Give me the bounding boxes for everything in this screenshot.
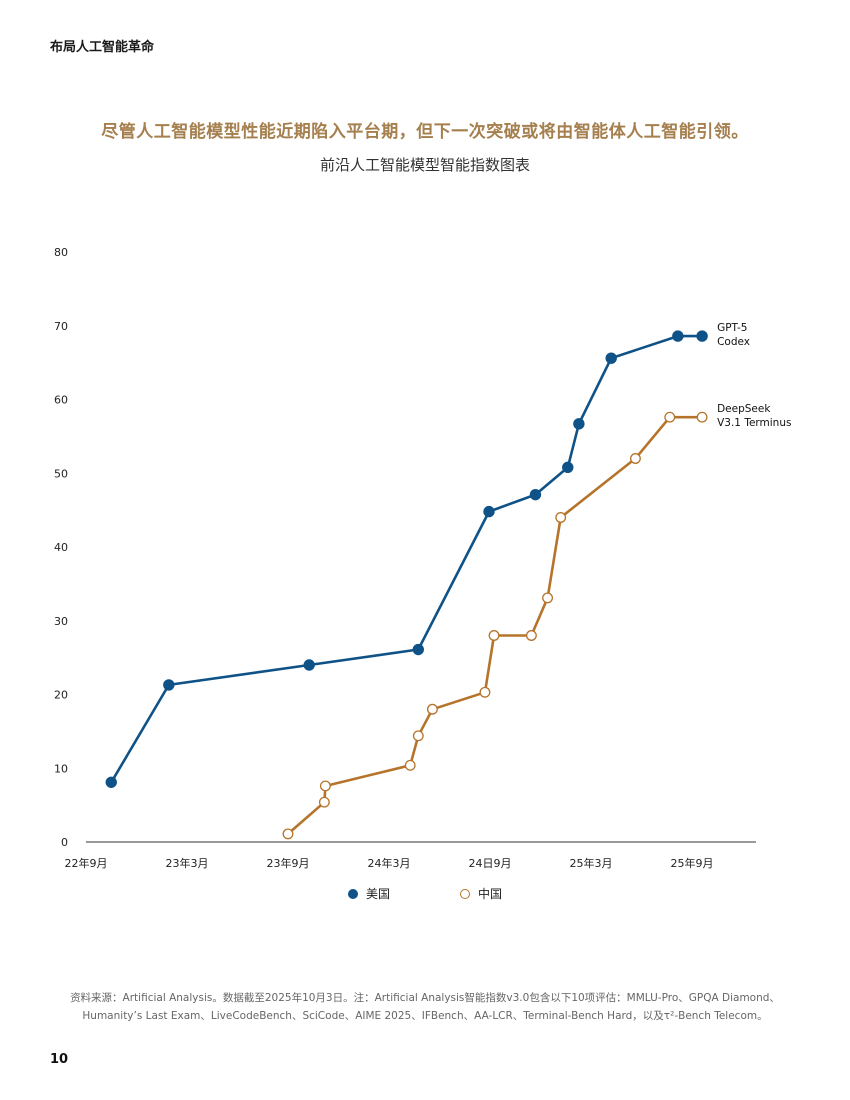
- series-end-label: GPT-5: [717, 322, 747, 334]
- data-point: [696, 411, 708, 423]
- data-point: [562, 461, 574, 474]
- x-tick-label: 24年3月: [368, 856, 411, 870]
- data-point: [412, 730, 424, 742]
- series-lines: [110, 334, 703, 835]
- data-point: [105, 776, 117, 788]
- data-point: [629, 453, 641, 464]
- headline: 尽管人工智能模型性能近期陷入平台期，但下一次突破或将由智能体人工智能引领。: [101, 122, 749, 142]
- series-end-label: V3.1 Terminus: [717, 417, 791, 429]
- data-point: [573, 418, 585, 430]
- data-point: [426, 703, 438, 715]
- legend-label-cn: 中国: [478, 887, 503, 901]
- y-tick-label: 60: [54, 394, 68, 407]
- x-tick-label: 22年9月: [65, 856, 108, 870]
- line-chart: 0 10 20 30 40 50 60 70 80 22年9月 23年3月 23年9月 24年3月 24…: [54, 246, 791, 870]
- legend-item-cn: 中国: [460, 885, 502, 902]
- y-tick-label: 70: [54, 320, 68, 333]
- y-tick-label: 50: [54, 467, 68, 480]
- legend-swatch-us: [347, 888, 358, 899]
- data-point: [479, 686, 491, 698]
- y-tick-label: 80: [54, 246, 68, 259]
- legend-item-us: 美国: [347, 885, 390, 902]
- x-axis-ticks: 22年9月 23年3月 23年9月 24年3月 24日9月 25年3月 25年9月: [65, 856, 714, 870]
- source-note-line: 资料来源：Artificial Analysis。数据截至2025年10月3日。…: [70, 992, 780, 1004]
- data-point: [483, 505, 495, 518]
- data-point: [605, 352, 617, 364]
- series-points: [105, 330, 708, 840]
- data-point: [282, 828, 294, 840]
- data-point: [542, 592, 554, 604]
- x-tick-label: 23年3月: [166, 856, 209, 870]
- data-point: [525, 630, 537, 641]
- x-tick-label: 23年9月: [267, 856, 310, 870]
- series-end-label: DeepSeek: [717, 403, 771, 415]
- source-note-line: Humanity’s Last Exam、LiveCodeBench、SciCo…: [82, 1010, 768, 1022]
- data-point: [555, 512, 567, 523]
- data-point: [319, 780, 331, 792]
- y-axis-ticks: 0 10 20 30 40 50 60 70 80: [54, 246, 68, 849]
- x-tick-label: 24日9月: [469, 857, 512, 870]
- y-tick-label: 0: [61, 836, 68, 849]
- legend: 美国 中国: [0, 885, 850, 902]
- data-point: [664, 411, 676, 423]
- data-point: [696, 330, 708, 342]
- data-point: [672, 330, 684, 342]
- legend-swatch-cn: [460, 888, 470, 899]
- page-header-title: 布局人工智能革命: [50, 40, 155, 55]
- source-note: 资料来源：Artificial Analysis。数据截至2025年10月3日。…: [40, 989, 810, 1025]
- series-end-label: Codex: [717, 336, 750, 348]
- y-tick-label: 10: [54, 762, 68, 775]
- series-line: [287, 415, 703, 835]
- y-tick-label: 40: [54, 541, 68, 554]
- data-point: [412, 643, 424, 656]
- y-tick-label: 20: [54, 689, 68, 702]
- series-line: [110, 334, 703, 783]
- chart-title: 前沿人工智能模型智能指数图表: [319, 156, 530, 174]
- x-tick-label: 25年9月: [671, 856, 714, 870]
- data-point: [163, 679, 175, 691]
- data-point: [303, 659, 315, 671]
- legend-label-us: 美国: [365, 887, 390, 901]
- page-number: 10: [50, 1052, 69, 1067]
- x-tick-label: 25年3月: [570, 856, 613, 870]
- data-point: [529, 488, 542, 501]
- series-end-labels: GPT-5 Codex DeepSeek V3.1 Terminus: [717, 322, 791, 429]
- data-point: [404, 759, 416, 771]
- data-point: [488, 630, 500, 641]
- data-point: [318, 796, 330, 808]
- y-tick-label: 30: [54, 615, 68, 628]
